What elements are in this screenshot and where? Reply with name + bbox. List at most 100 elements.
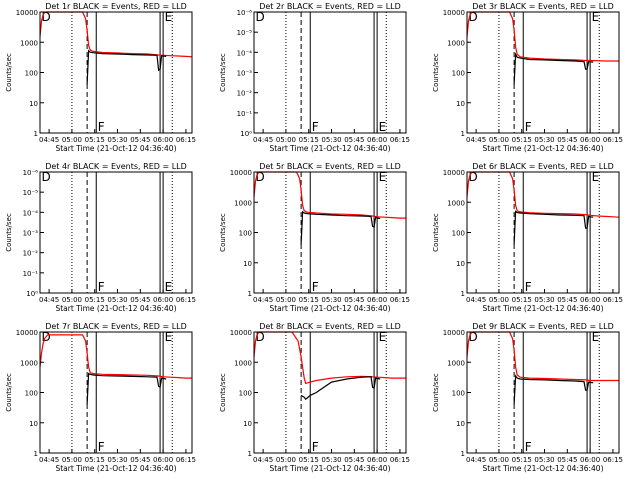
y-tick-label: 1000 [20,359,38,367]
series-line-events [86,49,167,85]
y-tick-label: 10⁰ [240,130,252,138]
y-tick-label: 10000 [16,329,38,337]
x-tick-label: 05:00 [489,456,509,464]
plot-frame [466,331,620,454]
x-tick-label: 05:30 [321,136,341,144]
x-tick-label: 05:30 [534,456,554,464]
x-tick-label: 05:15 [512,456,532,464]
y-axis-label: Counts/sec [5,213,13,252]
series-line-events [513,210,594,245]
marker-label: E [379,170,387,184]
y-tick-label: 10000 [443,169,465,177]
x-tick-label: 05:00 [489,136,509,144]
y-tick-label: 10 [29,100,38,108]
x-axis-label: Start Time (21-Oct-12 04:36:40) [269,144,390,153]
y-tick-label: 1 [34,130,38,138]
x-tick-label: 05:15 [299,136,319,144]
x-tick-label: 05:45 [557,296,577,304]
x-axis-label: Start Time (21-Oct-12 04:36:40) [482,464,603,473]
x-tick-label: 06:00 [153,136,173,144]
marker-label: D [42,170,51,184]
plot-frame [466,171,620,294]
series-line-events [300,210,381,245]
y-tick-label: 10000 [230,329,252,337]
x-tick-label: 05:30 [534,296,554,304]
y-axis-label: Counts/sec [219,53,227,92]
x-tick-label: 06:15 [603,456,623,464]
plot-frame [39,11,193,134]
x-tick-label: 06:00 [153,296,173,304]
y-tick-label: 10⁻⁶ [237,9,253,17]
marker-label: E [379,120,387,134]
y-axis-label: Counts/sec [219,213,227,252]
x-tick-label: 04:45 [39,456,59,464]
marker-label: F [98,280,105,294]
y-tick-label: 1 [248,290,252,298]
y-tick-label: 10⁻⁶ [23,169,39,177]
y-tick-label: 10⁰ [26,290,38,298]
x-axis-label: Start Time (21-Oct-12 04:36:40) [482,144,603,153]
marker-label: F [525,280,532,294]
marker-label: F [525,120,532,134]
y-tick-label: 100 [452,70,465,78]
x-tick-label: 04:45 [253,136,273,144]
x-tick-label: 05:00 [62,456,82,464]
plot-frame [39,171,193,294]
y-tick-label: 1 [461,290,465,298]
y-axis-label: Counts/sec [5,53,13,92]
marker-label: F [312,440,319,454]
y-tick-label: 100 [239,230,252,238]
series-line-events [513,52,594,85]
x-tick-label: 04:45 [39,296,59,304]
y-tick-label: 10⁻⁵ [23,189,39,197]
x-axis-label: Start Time (21-Oct-12 04:36:40) [55,304,176,313]
series-line-events [86,372,167,405]
marker-label: E [165,10,173,24]
y-tick-label: 10 [243,260,252,268]
y-tick-label: 10 [456,100,465,108]
y-tick-label: 10⁻² [23,250,39,258]
x-tick-label: 04:45 [466,136,486,144]
x-tick-label: 04:45 [466,296,486,304]
chart-title: Det 8r BLACK = Events, RED = LLD [259,322,401,331]
x-tick-label: 05:45 [557,456,577,464]
y-tick-label: 10 [243,420,252,428]
marker-label: E [592,170,600,184]
x-tick-label: 05:00 [276,136,296,144]
y-tick-label: 1000 [447,199,465,207]
x-tick-label: 06:15 [603,136,623,144]
x-tick-label: 06:15 [176,136,196,144]
y-tick-label: 1 [34,450,38,458]
marker-label: D [256,10,265,24]
x-tick-label: 06:15 [390,136,410,144]
x-tick-label: 05:45 [130,296,150,304]
x-tick-label: 05:45 [344,136,364,144]
y-tick-label: 1 [248,450,252,458]
x-tick-label: 06:15 [390,456,410,464]
x-tick-label: 06:00 [153,456,173,464]
chart-title: Det 1r BLACK = Events, RED = LLD [45,2,187,11]
x-tick-label: 05:15 [512,296,532,304]
y-tick-label: 1000 [234,359,252,367]
marker-label: D [469,170,478,184]
y-tick-label: 10⁻¹ [237,110,253,118]
x-tick-label: 04:45 [39,136,59,144]
x-tick-label: 04:45 [466,456,486,464]
y-tick-label: 10⁻² [237,90,253,98]
series-line-events [513,374,594,405]
chart-title: Det 3r BLACK = Events, RED = LLD [472,2,614,11]
plot-frame [39,331,193,454]
marker-label: D [469,10,478,24]
plot-frame [253,331,407,454]
x-tick-label: 05:15 [299,456,319,464]
chart-title: Det 2r BLACK = Events, RED = LLD [259,2,401,11]
x-tick-label: 06:15 [603,296,623,304]
y-tick-label: 100 [239,390,252,398]
x-tick-label: 05:00 [62,296,82,304]
y-axis-label: Counts/sec [432,373,440,412]
y-tick-label: 10⁻⁴ [23,209,39,217]
y-tick-label: 100 [452,390,465,398]
marker-label: F [312,120,319,134]
